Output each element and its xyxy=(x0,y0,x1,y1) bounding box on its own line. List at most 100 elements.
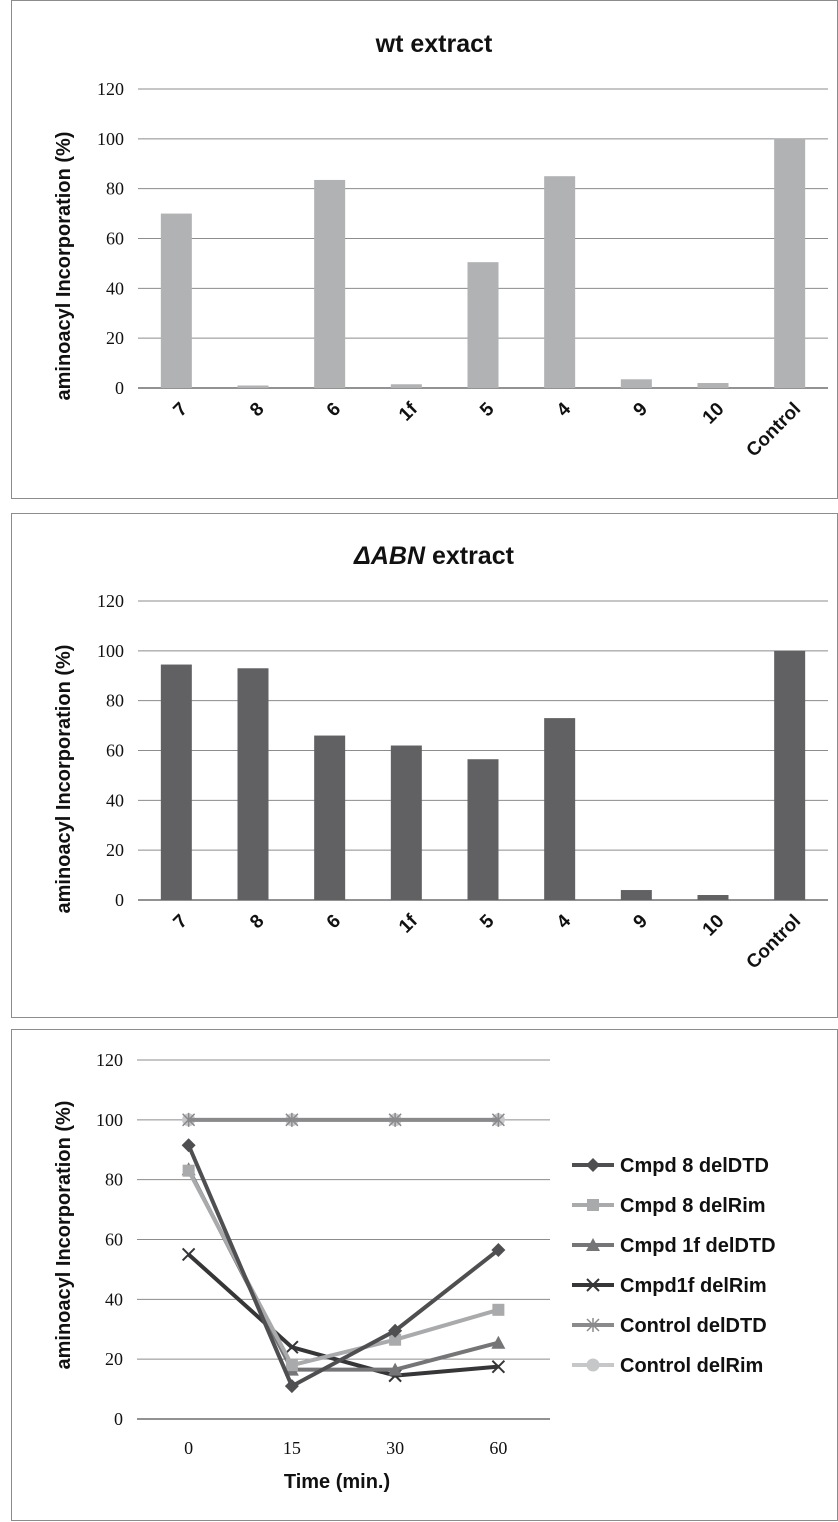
y-tick-label: 60 xyxy=(105,1230,123,1250)
x-tick-label: 6 xyxy=(323,911,345,933)
chart-title: ΔABN extract xyxy=(353,542,515,570)
x-tick-label: 4 xyxy=(553,398,576,421)
bar-9 xyxy=(620,379,652,388)
y-tick-label: 20 xyxy=(106,328,124,348)
legend-label: Control delDTD xyxy=(620,1315,767,1337)
bar-10 xyxy=(697,383,729,388)
bar-5 xyxy=(467,262,499,388)
series-line xyxy=(187,1252,499,1378)
y-tick-label: 40 xyxy=(106,278,124,298)
series-cmpd-1f-deldtd xyxy=(181,1162,506,1376)
x-tick-label: 9 xyxy=(630,911,652,933)
x-tick-label: 60 xyxy=(489,1438,507,1458)
bar-4 xyxy=(544,176,576,388)
data-point xyxy=(586,1358,600,1372)
dabn-extract-chart: ΔABN extract aminoacyl Incorporation (%)… xyxy=(53,542,828,973)
plot-area: 0 20 40 60 80 100 120 0 15 30 60 xyxy=(96,1050,550,1458)
bar-9 xyxy=(620,890,652,900)
x-tick-label: 30 xyxy=(386,1438,404,1458)
legend-label: Cmpd1f delRim xyxy=(620,1275,767,1297)
y-tick-label: 40 xyxy=(106,790,124,810)
legend-label: Control delRim xyxy=(620,1355,763,1377)
data-point xyxy=(491,1112,505,1127)
bar-7 xyxy=(160,664,192,900)
legend-item: Cmpd 1f delDTD xyxy=(572,1235,776,1257)
data-point xyxy=(388,1323,403,1338)
y-axis-label: aminoacyl Incorporation (%) xyxy=(53,1101,75,1370)
bar-10 xyxy=(697,895,729,900)
x-tick-label: 1f xyxy=(395,910,422,937)
y-tick-label: 0 xyxy=(115,890,124,910)
x-tick-label: 8 xyxy=(246,399,268,421)
y-axis-label: aminoacyl Incorporation (%) xyxy=(53,645,75,914)
bar-6 xyxy=(314,179,346,388)
wt-extract-chart: wt extract aminoacyl Incorporation (%) 0… xyxy=(53,30,828,462)
data-point xyxy=(182,1112,196,1127)
y-tick-label: 100 xyxy=(97,641,124,661)
y-tick-label: 0 xyxy=(115,378,124,398)
data-point xyxy=(285,1340,299,1354)
data-point xyxy=(491,1242,506,1257)
x-tick-label: 5 xyxy=(476,398,499,421)
series-cmpd1f-delrim xyxy=(181,1247,506,1383)
series-line xyxy=(186,1144,500,1389)
x-tick-label: 6 xyxy=(323,399,345,421)
y-tick-label: 80 xyxy=(106,691,124,711)
x-tick-label: Control xyxy=(743,911,806,974)
bar-1f xyxy=(390,384,422,388)
y-tick-label: 120 xyxy=(96,1050,123,1070)
data-point xyxy=(182,1164,195,1177)
y-tick-label: 60 xyxy=(106,741,124,761)
bar-5 xyxy=(467,759,499,900)
legend-item: Control delDTD xyxy=(572,1315,767,1337)
data-point xyxy=(586,1318,600,1332)
legend-item: Cmpd1f delRim xyxy=(572,1275,767,1297)
data-point xyxy=(491,1359,506,1374)
bar-4 xyxy=(544,718,576,900)
series-line xyxy=(186,1168,499,1372)
x-tick-label: 8 xyxy=(246,911,268,933)
series-control-deldtd xyxy=(182,1112,505,1127)
bar-8 xyxy=(237,385,269,388)
y-tick-label: 120 xyxy=(97,591,124,611)
bar-8 xyxy=(237,668,269,900)
x-tick-label: Control xyxy=(743,399,806,462)
chart-title-rest: extract xyxy=(425,542,515,570)
bar-Control xyxy=(774,650,806,900)
data-point xyxy=(181,1138,196,1153)
legend-label: Cmpd 8 delRim xyxy=(620,1195,766,1217)
dabn-extract-chart-panel: ΔABN extract aminoacyl Incorporation (%)… xyxy=(11,513,838,1018)
series-cmpd-8-deldtd xyxy=(181,1138,506,1394)
data-point xyxy=(492,1303,505,1316)
x-tick-label: 5 xyxy=(476,910,499,933)
y-tick-label: 0 xyxy=(114,1409,123,1429)
y-tick-label: 120 xyxy=(97,79,124,99)
legend-item: Cmpd 8 delRim xyxy=(572,1195,766,1217)
chart-title-italic: ΔABN xyxy=(353,542,426,570)
data-point xyxy=(491,1335,506,1349)
y-tick-label: 100 xyxy=(97,129,124,149)
plot-area: 0 20 40 60 80 100 120 7 8 6 1f 5 4 9 10 Control xyxy=(97,591,828,973)
bar-1f xyxy=(390,745,422,900)
y-tick-label: 60 xyxy=(106,229,124,249)
data-point xyxy=(388,1112,402,1127)
data-point xyxy=(389,1333,402,1346)
data-point xyxy=(586,1278,600,1292)
y-axis-label: aminoacyl Incorporation (%) xyxy=(53,132,75,401)
legend: Cmpd 8 delDTD Cmpd 8 delRim Cmpd 1f delDTD… xyxy=(572,1155,776,1377)
x-tick-label: 9 xyxy=(630,399,652,421)
y-tick-label: 20 xyxy=(105,1349,123,1369)
time-course-chart: aminoacyl Incorporation (%) Time (min.) … xyxy=(53,1050,776,1493)
y-tick-label: 80 xyxy=(105,1170,123,1190)
data-point xyxy=(284,1379,299,1394)
bar-6 xyxy=(314,735,346,900)
bar-Control xyxy=(774,138,806,388)
y-tick-label: 40 xyxy=(105,1289,123,1309)
x-tick-label: 7 xyxy=(170,399,192,421)
x-tick-label: 10 xyxy=(699,399,729,429)
data-point xyxy=(388,1362,403,1376)
series-cmpd-8-delrim xyxy=(182,1164,505,1372)
time-course-chart-panel: aminoacyl Incorporation (%) Time (min.) … xyxy=(11,1029,838,1521)
data-point xyxy=(586,1238,600,1251)
x-tick-label: 10 xyxy=(699,911,729,941)
